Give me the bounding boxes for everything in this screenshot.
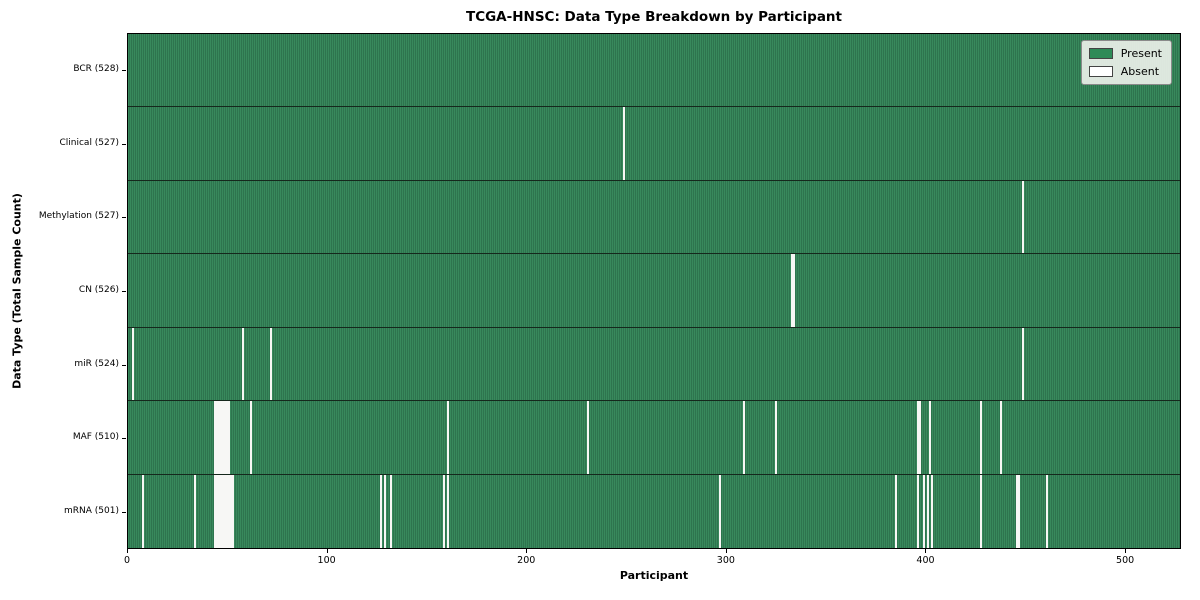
absent-stripe-cn-332 <box>790 254 793 327</box>
x-tick-mark <box>526 549 528 553</box>
absent-stripe-mrna-48 <box>223 474 226 548</box>
x-tick-label-100: 100 <box>317 555 336 566</box>
absent-stripe-mrna-52 <box>231 474 234 548</box>
absent-stripe-mrna-384 <box>894 474 897 548</box>
heatmap-row-mir <box>128 327 1180 402</box>
y-tick-label-mir: miR (524) <box>74 358 119 369</box>
absent-stripe-mrna-46 <box>219 474 222 548</box>
absent-stripe-mrna-460 <box>1046 474 1049 548</box>
absent-stripe-maf-395 <box>916 401 919 474</box>
absent-stripe-mrna-395 <box>916 474 919 548</box>
y-tick-label-bcr: BCR (528) <box>73 63 119 74</box>
absent-stripe-maf-44 <box>215 401 218 474</box>
x-tick-label-400: 400 <box>916 555 935 566</box>
absent-stripe-maf-49 <box>225 401 228 474</box>
absent-stripe-methylation-448 <box>1022 180 1025 254</box>
legend-item-absent: Absent <box>1088 65 1162 78</box>
y-tick-mark <box>122 512 126 514</box>
present-swatch-icon <box>1088 48 1113 59</box>
absent-stripe-mrna-160 <box>447 474 450 548</box>
absent-stripe-mrna-400 <box>926 474 929 548</box>
absent-stripe-mrna-126 <box>379 474 382 548</box>
absent-stripe-mrna-446 <box>1018 474 1021 548</box>
y-tick-mark <box>122 217 126 219</box>
heatmap-row-maf <box>128 401 1180 475</box>
absent-stripe-mrna-47 <box>221 474 224 548</box>
absent-stripe-maf-160 <box>447 401 450 474</box>
absent-stripe-maf-324 <box>774 401 777 474</box>
absent-stripe-cn-333 <box>792 254 795 327</box>
absent-stripe-mrna-43 <box>213 474 216 548</box>
legend: Present Absent <box>1080 40 1172 85</box>
x-tick-mark <box>1125 549 1127 553</box>
absent-stripe-mir-71 <box>269 327 272 401</box>
legend-item-present: Present <box>1088 47 1162 60</box>
absent-stripe-mrna-398 <box>922 474 925 548</box>
heatmap-row-cn <box>128 254 1180 328</box>
y-tick-label-methylation: Methylation (527) <box>38 211 119 222</box>
y-tick-mark <box>122 291 126 292</box>
x-axis-title: Participant <box>619 569 689 582</box>
x-tick-label-300: 300 <box>716 555 735 566</box>
absent-stripe-maf-48 <box>223 401 226 474</box>
absent-stripe-mrna-49 <box>225 474 228 548</box>
x-tick-label-200: 200 <box>517 555 536 566</box>
y-tick-label-mrna: mRNA (501) <box>64 506 119 517</box>
x-tick-mark <box>925 549 927 553</box>
absent-stripe-clinical-248 <box>623 107 626 180</box>
absent-stripe-maf-61 <box>249 401 252 474</box>
absent-swatch-icon <box>1088 66 1113 77</box>
heatmap-row-mrna <box>128 474 1180 548</box>
heatmap-row-bcr <box>128 34 1180 108</box>
absent-stripe-mrna-402 <box>930 474 933 548</box>
absent-stripe-mir-448 <box>1022 327 1025 401</box>
y-tick-label-maf: MAF (510) <box>72 432 119 443</box>
absent-stripe-mrna-33 <box>193 474 196 548</box>
x-tick-mark <box>326 549 328 553</box>
y-tick-mark <box>122 143 126 145</box>
absent-stripe-maf-230 <box>587 401 590 474</box>
legend-label-absent: Absent <box>1120 65 1160 78</box>
plot-area <box>127 33 1181 549</box>
absent-stripe-mrna-131 <box>389 474 392 548</box>
y-tick-mark <box>122 438 126 440</box>
absent-stripe-maf-396 <box>918 401 921 474</box>
absent-stripe-mir-57 <box>241 327 244 401</box>
absent-stripe-mrna-427 <box>980 474 983 548</box>
absent-stripe-maf-427 <box>980 401 983 474</box>
y-tick-label-cn: CN (526) <box>78 285 119 295</box>
absent-stripe-maf-47 <box>221 401 224 474</box>
absent-stripe-maf-45 <box>217 401 220 474</box>
heatmap-row-methylation <box>128 180 1180 255</box>
y-tick-label-clinical: Clinical (527) <box>59 137 119 148</box>
legend-label-present: Present <box>1120 47 1162 60</box>
absent-stripe-mrna-296 <box>718 474 721 548</box>
absent-stripe-mrna-7 <box>142 474 144 548</box>
heatmap-row-clinical <box>128 107 1180 181</box>
absent-stripe-maf-46 <box>219 401 222 474</box>
absent-stripe-maf-401 <box>928 401 931 474</box>
x-tick-label-500: 500 <box>1116 555 1135 566</box>
absent-stripe-mir-2 <box>132 327 134 401</box>
absent-stripe-maf-50 <box>227 401 230 474</box>
y-tick-mark <box>122 69 126 71</box>
y-tick-mark <box>122 364 126 366</box>
absent-stripe-mrna-445 <box>1016 474 1019 548</box>
absent-stripe-maf-43 <box>213 401 216 474</box>
absent-stripe-mrna-51 <box>229 474 232 548</box>
absent-stripe-maf-308 <box>742 401 745 474</box>
absent-stripe-mrna-128 <box>383 474 386 548</box>
x-tick-label-0: 0 <box>123 555 131 566</box>
x-tick-mark <box>725 549 727 553</box>
absent-stripe-mrna-44 <box>215 474 218 548</box>
x-tick-mark <box>127 549 128 553</box>
absent-stripe-mrna-45 <box>217 474 220 548</box>
absent-stripe-mrna-158 <box>443 474 446 548</box>
absent-stripe-maf-437 <box>1000 401 1003 474</box>
absent-stripe-mrna-50 <box>227 474 230 548</box>
chart-title: TCGA-HNSC: Data Type Breakdown by Partic… <box>465 9 842 25</box>
